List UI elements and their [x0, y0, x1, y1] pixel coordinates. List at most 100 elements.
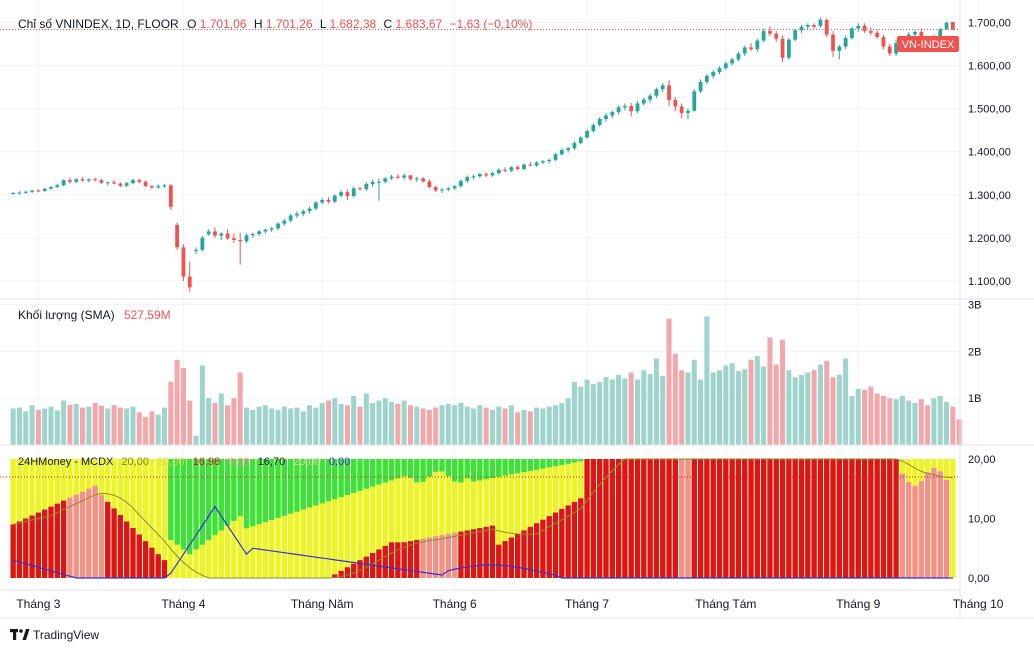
mcdx-bar[interactable] — [130, 459, 136, 578]
volume-bar[interactable] — [193, 435, 199, 445]
candle[interactable] — [339, 190, 343, 198]
volume-bar[interactable] — [237, 372, 243, 446]
mcdx-bar[interactable] — [382, 459, 388, 578]
volume-bar[interactable] — [344, 405, 350, 445]
mcdx-bar[interactable] — [483, 459, 489, 578]
volume-bar[interactable] — [382, 398, 388, 445]
candle[interactable] — [629, 103, 634, 117]
mcdx-bar[interactable] — [817, 459, 824, 578]
mcdx-bar[interactable] — [559, 459, 565, 578]
volume-bar[interactable] — [761, 366, 767, 445]
volume-bar[interactable] — [262, 405, 268, 445]
mcdx-bar[interactable] — [395, 459, 401, 578]
volume-bar[interactable] — [414, 406, 420, 445]
volume-bar[interactable] — [433, 407, 439, 445]
mcdx-bar[interactable] — [243, 459, 250, 578]
mcdx-bar[interactable] — [924, 459, 931, 578]
candle[interactable] — [477, 172, 482, 178]
candle[interactable] — [446, 187, 451, 192]
mcdx-bar[interactable] — [805, 459, 811, 578]
volume-bar[interactable] — [130, 406, 136, 445]
volume-bar[interactable] — [212, 402, 218, 445]
mcdx-bar[interactable] — [287, 459, 294, 578]
mcdx-bar[interactable] — [521, 459, 527, 578]
mcdx-bar[interactable] — [98, 459, 105, 578]
candle[interactable] — [522, 163, 526, 171]
candle[interactable] — [36, 189, 41, 193]
candle[interactable] — [395, 174, 400, 180]
mcdx-bar[interactable] — [609, 459, 615, 578]
candle[interactable] — [704, 74, 709, 85]
mcdx-bar[interactable] — [628, 459, 634, 578]
volume-bar[interactable] — [515, 412, 521, 445]
mcdx-bar[interactable] — [880, 459, 887, 578]
candle[interactable] — [831, 31, 835, 57]
mcdx-bar[interactable] — [533, 459, 540, 578]
volume-bar[interactable] — [199, 365, 205, 445]
mcdx-bar[interactable] — [697, 459, 704, 578]
volume-bar[interactable] — [420, 408, 426, 445]
mcdx-bar[interactable] — [168, 459, 174, 578]
volume-bar[interactable] — [80, 407, 86, 445]
volume-bar[interactable] — [357, 406, 363, 445]
volume-bar[interactable] — [912, 402, 918, 445]
mcdx-bar[interactable] — [105, 459, 111, 578]
candle[interactable] — [345, 189, 350, 200]
mcdx-bar[interactable] — [48, 459, 54, 578]
candle[interactable] — [213, 227, 217, 238]
mcdx-bar[interactable] — [54, 459, 60, 578]
mcdx-bar[interactable] — [477, 459, 483, 578]
volume-bar[interactable] — [824, 360, 830, 445]
volume-bar[interactable] — [225, 405, 231, 445]
mcdx-bar[interactable] — [723, 459, 729, 578]
mcdx-bar[interactable] — [42, 459, 48, 578]
volume-bar[interactable] — [389, 401, 395, 445]
mcdx-bar[interactable] — [306, 459, 313, 578]
mcdx-bar[interactable] — [401, 459, 407, 578]
mcdx-bar[interactable] — [142, 459, 149, 578]
volume-bar[interactable] — [161, 407, 168, 445]
volume-bar[interactable] — [723, 365, 729, 445]
mcdx-bar[interactable] — [824, 459, 830, 578]
volume-bar[interactable] — [243, 407, 250, 445]
candle[interactable] — [231, 233, 236, 244]
volume-bar[interactable] — [155, 414, 161, 445]
volume-bar[interactable] — [464, 406, 470, 445]
mcdx-bar[interactable] — [691, 459, 697, 578]
mcdx-bar[interactable] — [10, 459, 16, 578]
volume-bar[interactable] — [931, 398, 937, 445]
mcdx-bar[interactable] — [86, 459, 92, 578]
mcdx-bar[interactable] — [23, 459, 29, 578]
mcdx-bar[interactable] — [552, 459, 559, 578]
candle[interactable] — [295, 211, 299, 219]
volume-bar[interactable] — [439, 405, 445, 445]
volume-bar[interactable] — [597, 381, 603, 445]
candle[interactable] — [49, 186, 53, 190]
candle[interactable] — [490, 171, 495, 177]
candle[interactable] — [465, 175, 470, 183]
volume-bar[interactable] — [843, 358, 849, 445]
candle[interactable] — [692, 89, 697, 112]
volume-bar[interactable] — [868, 386, 874, 445]
mcdx-bar[interactable] — [735, 459, 742, 578]
candle[interactable] — [23, 190, 28, 194]
volume-bar[interactable] — [609, 379, 615, 445]
volume-bar[interactable] — [61, 400, 67, 445]
mcdx-bar[interactable] — [199, 459, 206, 578]
volume-bar[interactable] — [376, 400, 382, 445]
volume-bar[interactable] — [565, 398, 571, 445]
volume-bar[interactable] — [622, 378, 628, 445]
candle[interactable] — [635, 101, 640, 113]
mcdx-bar[interactable] — [117, 459, 124, 578]
volume-bar[interactable] — [218, 393, 224, 445]
candle[interactable] — [616, 105, 621, 115]
candle[interactable] — [187, 261, 192, 292]
candle[interactable] — [894, 39, 898, 57]
volume-bar[interactable] — [628, 372, 634, 446]
volume-bar[interactable] — [855, 388, 861, 445]
mcdx-bar[interactable] — [779, 459, 786, 578]
volume-bar[interactable] — [149, 411, 155, 445]
candle[interactable] — [623, 103, 627, 111]
mcdx-bar[interactable] — [231, 459, 237, 578]
volume-bar[interactable] — [351, 395, 357, 445]
